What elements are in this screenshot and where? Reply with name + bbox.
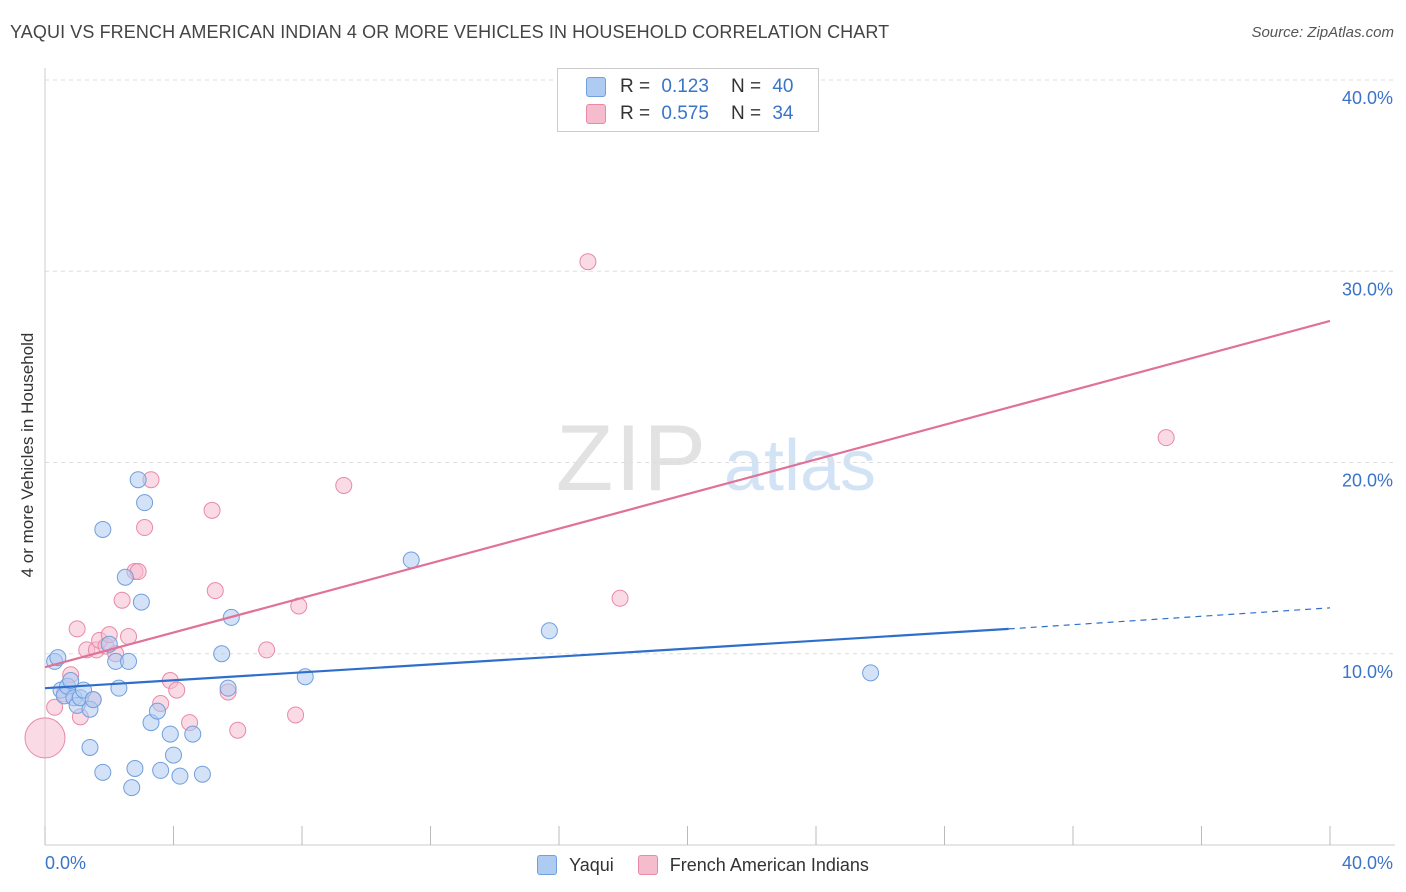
r-value: 0.123 [661, 76, 709, 97]
yaqui-point [132, 593, 150, 611]
trend-lines [44, 319, 1331, 690]
r-label: R = [620, 76, 651, 97]
french-point [68, 620, 86, 638]
french-point [168, 681, 186, 699]
legend-item-french: French American Indians [637, 854, 869, 876]
yaqui-point [540, 622, 558, 640]
correlation-legend: R = 0.123 N = 40 R = 0.575 N = 34 [557, 68, 819, 132]
yaqui-point [161, 725, 179, 743]
y-tick-label: 30.0% [1342, 279, 1393, 299]
french-point [113, 591, 131, 609]
french-point [335, 476, 353, 494]
yaqui-point [193, 765, 211, 783]
legend-row-yaqui: R = 0.123 N = 40 [586, 75, 793, 99]
legend-label-french: French American Indians [669, 854, 869, 875]
yaqui-point [116, 568, 134, 586]
yaqui-point [120, 652, 138, 670]
french-trend-line [44, 319, 1331, 669]
french-point [1157, 429, 1175, 447]
french-point [24, 717, 66, 759]
series-legend: Yaqui French American Indians [0, 851, 1406, 879]
watermark: ZIP atlas [556, 405, 876, 510]
y-tick-label: 10.0% [1342, 662, 1393, 682]
r-label: R = [620, 103, 651, 124]
yaqui-point [62, 672, 80, 690]
yaqui-point [123, 779, 141, 797]
legend-label-yaqui: Yaqui [569, 854, 614, 875]
french-point [206, 582, 224, 600]
french-swatch [637, 855, 658, 875]
yaqui-point [94, 520, 112, 538]
yaqui-point [213, 645, 231, 663]
yaqui-point [402, 551, 420, 569]
yaqui-swatch [537, 855, 558, 875]
n-label: N = [730, 103, 762, 124]
french-point [136, 519, 154, 537]
yaqui-point [94, 763, 112, 781]
source-label: Source: ZipAtlas.com [1251, 24, 1394, 41]
n-value: 34 [772, 103, 794, 124]
r-value: 0.575 [661, 103, 709, 124]
x-tick-label: 0.0% [45, 853, 86, 873]
yaqui-point [165, 746, 182, 764]
yaqui-trend-extension [1008, 607, 1331, 630]
french-point [258, 641, 276, 659]
watermark-zip: ZIP [556, 405, 708, 510]
yaqui-point [136, 494, 154, 512]
y-tick-label: 40.0% [1342, 88, 1393, 108]
french-point [46, 698, 64, 716]
yaqui-trend-line [44, 627, 1009, 690]
chart-title: YAQUI VS FRENCH AMERICAN INDIAN 4 OR MOR… [10, 22, 890, 42]
axes [44, 68, 1395, 846]
legend-item-yaqui: Yaqui [537, 855, 614, 876]
yaqui-point [148, 702, 166, 720]
yaqui-point [862, 664, 880, 682]
yaqui-point [171, 767, 189, 785]
yaqui-point [152, 761, 170, 779]
legend-row-french: R = 0.575 N = 34 [586, 102, 793, 126]
yaqui-point [81, 738, 99, 756]
french-point [203, 501, 221, 519]
french-point [579, 253, 597, 271]
y-tick-label: 20.0% [1342, 471, 1393, 491]
yaqui-point [219, 679, 237, 697]
french-point [229, 721, 247, 739]
yaqui-point [184, 725, 202, 743]
yaqui-point [126, 760, 144, 777]
tick-labels: 10.0% 20.0% 30.0% 40.0% 0.0% 40.0% [45, 88, 1393, 873]
gridlines [45, 79, 1395, 655]
yaqui-point [84, 691, 102, 709]
x-tick-label: 40.0% [1342, 853, 1393, 873]
yaqui-swatch [586, 77, 606, 97]
french-swatch [586, 104, 606, 124]
n-label: N = [730, 76, 762, 97]
watermark-atlas: atlas [724, 426, 876, 506]
yaqui-point [129, 471, 147, 489]
axis-ticks [44, 826, 1331, 845]
french-point [287, 706, 305, 724]
n-value: 40 [772, 76, 794, 97]
french-point [611, 589, 629, 607]
